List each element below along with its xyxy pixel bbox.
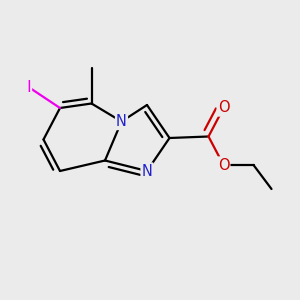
Text: O: O	[218, 100, 229, 116]
Text: N: N	[142, 164, 152, 178]
Text: O: O	[218, 158, 229, 172]
Text: I: I	[26, 80, 31, 94]
Text: N: N	[116, 114, 127, 129]
